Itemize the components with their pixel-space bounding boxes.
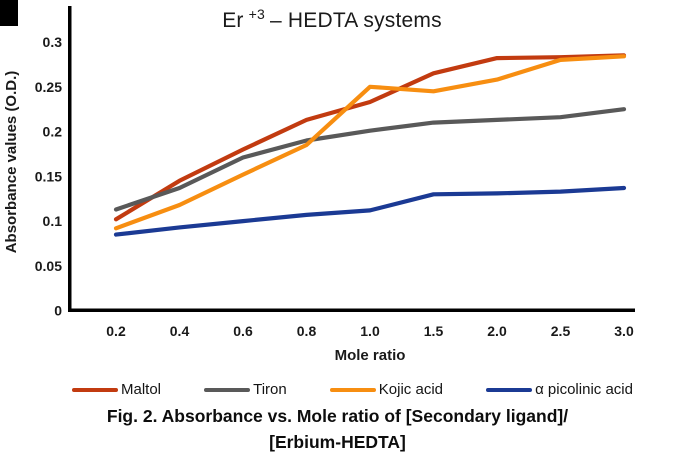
x-tick-label: 0.6 (233, 323, 253, 339)
y-tick-label: 0.05 (35, 258, 62, 274)
series-line-maltol (113, 53, 627, 222)
y-tick-label: 0.3 (43, 34, 63, 50)
legend-item-α-picolinic-acid: α picolinic acid (486, 381, 633, 398)
series-line-tiron (113, 107, 627, 212)
x-tick-label: 0.8 (297, 323, 317, 339)
chart-legend: Maltol Tiron Kojic acid α picolinic acid (72, 381, 633, 398)
title-superscript: +3 (249, 6, 265, 22)
x-tick-label: 2.5 (551, 323, 571, 339)
chart-plot: Er +3– HEDTA systems Absorbance values (O… (3, 6, 635, 364)
x-tick-label: 1.5 (424, 323, 444, 339)
corner-artifact (0, 0, 18, 26)
legend-item-maltol: Maltol (72, 381, 161, 398)
legend-label: Maltol (121, 381, 162, 398)
series-line-α-picolinic-acid (113, 185, 627, 237)
x-axis-tick-labels: 0.2 0.4 0.6 0.8 1.0 1.5 2.0 2.5 3.0 (106, 323, 634, 339)
legend-swatch (329, 387, 376, 392)
y-tick-label: 0 (54, 303, 62, 319)
x-tick-label: 2.0 (487, 323, 507, 339)
y-axis-tick-labels: 0 0.05 0.1 0.15 0.2 0.25 0.3 (35, 34, 62, 319)
x-tick-label: 0.4 (170, 323, 190, 339)
legend-label: Kojic acid (378, 381, 443, 398)
caption-line-1: Fig. 2. Absorbance vs. Mole ratio of [Se… (106, 406, 569, 426)
legend-swatch (72, 387, 118, 392)
chart-title: Er +3– HEDTA systems (222, 6, 442, 32)
x-tick-label: 3.0 (614, 323, 634, 339)
figure-caption: Fig. 2. Absorbance vs. Mole ratio of [Se… (0, 403, 675, 456)
caption-line-2: [Erbium-HEDTA] (269, 432, 406, 453)
x-axis-title: Mole ratio (335, 347, 406, 364)
series-lines (113, 53, 627, 237)
legend-swatch (204, 387, 251, 392)
series-line-kojic-acid (113, 54, 627, 231)
y-axis-line (68, 6, 72, 312)
y-tick-label: 0.15 (35, 168, 62, 184)
x-tick-label: 0.2 (106, 323, 126, 339)
legend-item-tiron: Tiron (204, 381, 287, 398)
y-axis-title: Absorbance values (O.D.) (3, 71, 20, 254)
legend-label: Tiron (253, 381, 287, 398)
x-tick-label: 1.0 (360, 323, 380, 339)
legend-swatch (486, 387, 533, 392)
y-tick-label: 0.25 (35, 79, 62, 95)
y-tick-label: 0.1 (43, 213, 63, 229)
y-tick-label: 0.2 (43, 124, 63, 140)
legend-label: α picolinic acid (535, 381, 633, 398)
x-axis-line (68, 308, 635, 312)
legend-item-kojic-acid: Kojic acid (329, 381, 443, 398)
